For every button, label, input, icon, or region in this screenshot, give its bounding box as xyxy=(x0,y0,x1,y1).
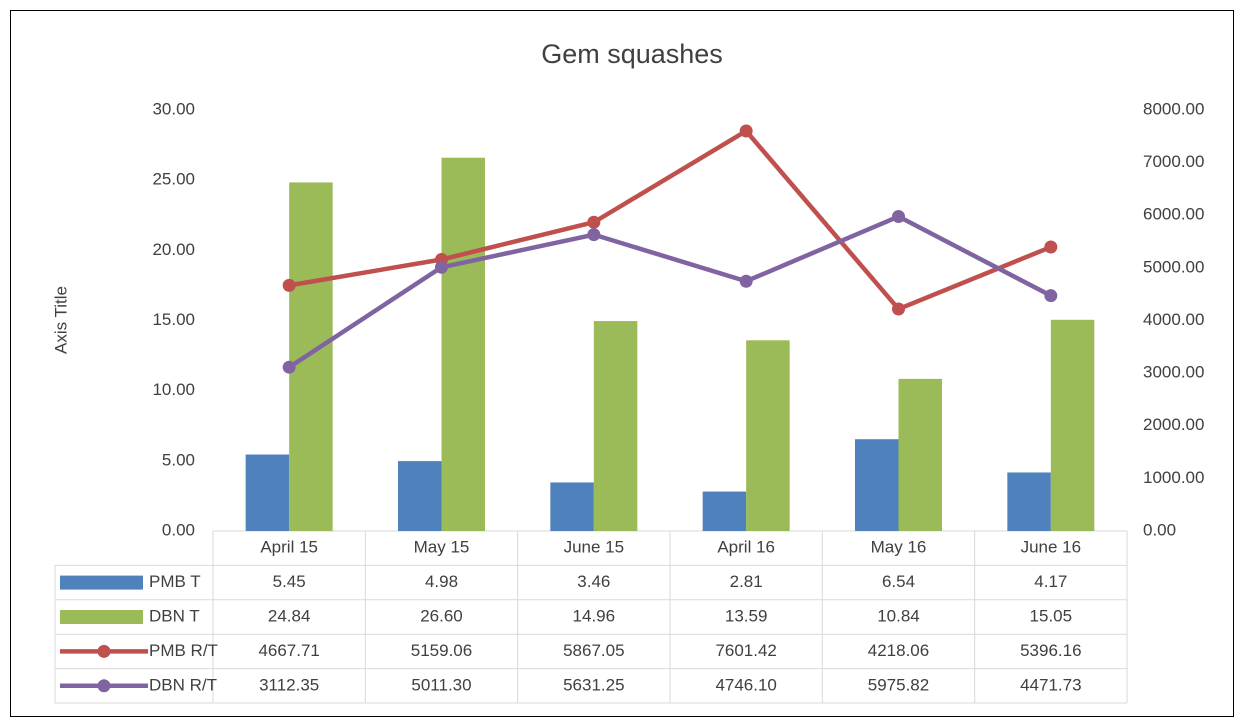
legend-key xyxy=(60,575,143,590)
bar xyxy=(398,461,442,531)
table-cell: 5867.05 xyxy=(563,641,624,660)
marker xyxy=(435,260,448,274)
table-cell: 14.96 xyxy=(573,606,616,625)
table-cell: 26.60 xyxy=(420,606,463,625)
table-cell: 4.17 xyxy=(1034,572,1067,591)
table-cell: 4746.10 xyxy=(715,675,776,694)
table-cell: 4667.71 xyxy=(258,641,319,660)
y-tick-label: 20.00 xyxy=(152,240,195,259)
y-axis-title: Axis Title xyxy=(51,286,70,354)
table-cell: 24.84 xyxy=(268,606,311,625)
table-cell: 5159.06 xyxy=(411,641,472,660)
y2-tick-label: 1000.00 xyxy=(1143,468,1204,487)
line xyxy=(287,214,1052,370)
bar xyxy=(702,491,747,531)
legend-label: PMB R/T xyxy=(149,641,218,660)
marker xyxy=(892,210,905,224)
marker xyxy=(587,215,601,229)
legend-key xyxy=(97,679,111,693)
y-tick-label: 30.00 xyxy=(152,99,195,118)
bar xyxy=(289,182,333,532)
y2-tick-label: 2000.00 xyxy=(1143,415,1204,434)
y-tick-label: 5.00 xyxy=(162,450,195,469)
x-tick-label: May 15 xyxy=(414,538,470,557)
bar xyxy=(898,378,942,531)
table-cell: 10.84 xyxy=(877,606,920,625)
y2-tick-label: 5000.00 xyxy=(1143,257,1204,276)
y-tick-label: 0.00 xyxy=(162,520,195,539)
y-tick-label: 15.00 xyxy=(152,310,195,329)
table-cell: 5975.82 xyxy=(868,675,929,694)
marker xyxy=(1044,289,1058,303)
table-cell: 4.98 xyxy=(425,572,458,591)
y2-tick-label: 4000.00 xyxy=(1143,310,1204,329)
table-cell: 2.81 xyxy=(730,572,763,591)
chart-title: Gem squashes xyxy=(541,39,723,69)
bar xyxy=(593,321,638,531)
marker xyxy=(739,124,753,138)
x-tick-label: April 16 xyxy=(717,538,775,557)
x-tick-label: April 15 xyxy=(260,538,318,557)
table-cell: 3.46 xyxy=(577,572,610,591)
table-cell: 15.05 xyxy=(1030,606,1073,625)
table-cell: 4218.06 xyxy=(868,641,929,660)
table-cell: 6.54 xyxy=(882,572,915,591)
bar xyxy=(441,157,485,532)
y-tick-label: 25.00 xyxy=(152,170,195,189)
table-cell: 3112.35 xyxy=(259,675,319,694)
bar xyxy=(1050,319,1095,531)
x-tick-label: June 15 xyxy=(564,538,625,557)
table-cell: 5011.30 xyxy=(411,675,471,694)
table-cell: 5631.25 xyxy=(563,675,624,694)
line xyxy=(288,128,1052,312)
legend-key xyxy=(60,610,143,624)
y2-tick-label: 3000.00 xyxy=(1143,363,1204,382)
bar xyxy=(550,482,594,531)
marker xyxy=(892,302,905,316)
legend-label: DBN T xyxy=(149,606,200,625)
marker xyxy=(282,278,296,292)
marker xyxy=(587,228,601,242)
bar xyxy=(746,340,790,531)
y2-tick-label: 8000.00 xyxy=(1143,99,1204,118)
table-cell: 7601.42 xyxy=(715,641,776,660)
legend-key xyxy=(97,644,111,658)
marker xyxy=(739,274,753,288)
x-tick-label: June 16 xyxy=(1021,538,1082,557)
y2-tick-label: 6000.00 xyxy=(1143,205,1204,224)
table-cell: 13.59 xyxy=(725,606,768,625)
table-cell: 5396.16 xyxy=(1020,641,1081,660)
marker xyxy=(1044,240,1058,254)
marker xyxy=(282,360,296,374)
legend-label: PMB T xyxy=(149,572,201,591)
y-tick-label: 10.00 xyxy=(152,380,195,399)
y2-tick-label: 7000.00 xyxy=(1143,152,1204,171)
x-tick-label: May 16 xyxy=(871,538,927,557)
table-cell: 5.45 xyxy=(273,572,306,591)
bar xyxy=(1007,472,1051,531)
legend-label: DBN R/T xyxy=(149,675,217,694)
table-cell: 4471.73 xyxy=(1020,675,1081,694)
y2-tick-label: 0.00 xyxy=(1143,520,1176,539)
bar xyxy=(855,439,899,531)
bar xyxy=(245,454,290,531)
